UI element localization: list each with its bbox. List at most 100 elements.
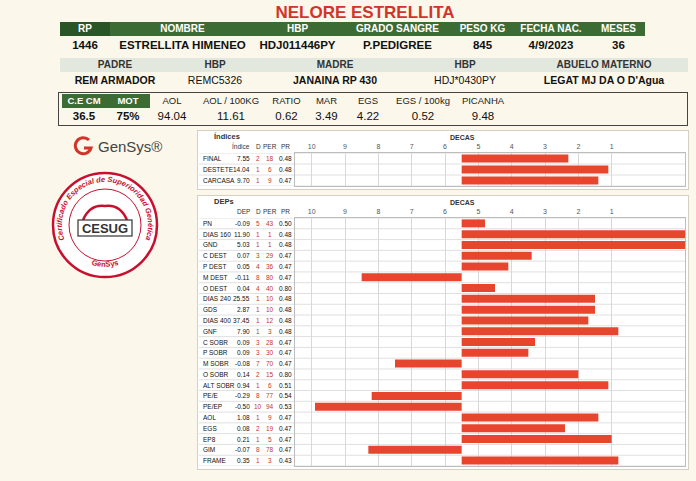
svg-text:2: 2 [256, 425, 260, 432]
svg-text:0.47: 0.47 [279, 360, 292, 367]
svg-text:-0.11: -0.11 [235, 274, 250, 281]
svg-text:37.45: 37.45 [233, 317, 250, 324]
svg-text:1: 1 [256, 241, 260, 248]
svg-text:6: 6 [268, 166, 272, 173]
svg-text:DIAS 240: DIAS 240 [203, 295, 231, 302]
svg-text:15: 15 [266, 371, 274, 378]
svg-text:0.47: 0.47 [279, 425, 292, 432]
svg-text:0.47: 0.47 [279, 414, 292, 421]
svg-text:6: 6 [443, 208, 447, 215]
svg-text:0.80: 0.80 [279, 371, 292, 378]
svg-text:2: 2 [256, 371, 260, 378]
svg-text:7.55: 7.55 [237, 155, 250, 162]
svg-text:1: 1 [256, 328, 260, 335]
svg-text:C DEST: C DEST [203, 252, 227, 259]
svg-text:PR: PR [281, 208, 290, 215]
svg-text:0.08: 0.08 [237, 425, 250, 432]
svg-text:7: 7 [256, 360, 260, 367]
svg-text:77: 77 [266, 392, 274, 399]
svg-text:0.48: 0.48 [279, 295, 292, 302]
svg-text:4: 4 [256, 285, 260, 292]
svg-text:M SOBR: M SOBR [203, 360, 229, 367]
svg-text:P SOBR: P SOBR [203, 349, 228, 356]
svg-text:1: 1 [256, 231, 260, 238]
svg-text:1: 1 [256, 166, 260, 173]
svg-text:CESUG: CESUG [82, 221, 128, 236]
svg-text:8: 8 [256, 274, 260, 281]
svg-text:28: 28 [266, 339, 274, 346]
svg-text:8: 8 [376, 208, 380, 215]
svg-text:1: 1 [256, 295, 260, 302]
svg-text:7: 7 [410, 143, 414, 150]
svg-text:3: 3 [543, 143, 547, 150]
svg-text:AOL: AOL [203, 414, 216, 421]
svg-text:3: 3 [543, 208, 547, 215]
svg-text:-0.09: -0.09 [235, 220, 250, 227]
svg-text:5: 5 [268, 436, 272, 443]
svg-text:PN: PN [203, 220, 212, 227]
svg-text:5: 5 [256, 220, 260, 227]
svg-text:C SOBR: C SOBR [203, 339, 228, 346]
svg-text:0.04: 0.04 [237, 285, 250, 292]
svg-text:0.48: 0.48 [279, 306, 292, 313]
svg-text:4: 4 [510, 143, 514, 150]
svg-text:7: 7 [410, 208, 414, 215]
svg-text:EGS: EGS [203, 425, 217, 432]
svg-text:-0.29: -0.29 [235, 392, 250, 399]
svg-text:0.35: 0.35 [237, 457, 250, 464]
svg-text:O SOBR: O SOBR [203, 371, 229, 378]
svg-text:PE/EP: PE/EP [203, 403, 222, 410]
svg-text:0.47: 0.47 [279, 339, 292, 346]
svg-text:14.04: 14.04 [233, 166, 250, 173]
svg-text:0.53: 0.53 [279, 403, 292, 410]
svg-text:P DEST: P DEST [203, 263, 226, 270]
svg-text:8: 8 [376, 143, 380, 150]
svg-text:3: 3 [256, 252, 260, 259]
svg-text:0.50: 0.50 [279, 220, 292, 227]
svg-text:0.48: 0.48 [279, 328, 292, 335]
svg-text:0.80: 0.80 [279, 285, 292, 292]
svg-text:CARCASA: CARCASA [203, 177, 235, 184]
svg-text:0.48: 0.48 [279, 166, 292, 173]
svg-text:1: 1 [256, 177, 260, 184]
svg-text:D: D [256, 208, 261, 215]
svg-text:0.47: 0.47 [279, 349, 292, 356]
svg-text:-0.50: -0.50 [235, 403, 250, 410]
svg-text:Índice: Índice [232, 142, 250, 150]
svg-text:8: 8 [256, 446, 260, 453]
svg-text:94: 94 [266, 403, 274, 410]
svg-text:1: 1 [610, 143, 614, 150]
svg-text:DIAS 160: DIAS 160 [203, 231, 231, 238]
svg-text:2.87: 2.87 [237, 306, 250, 313]
svg-text:80: 80 [266, 274, 274, 281]
svg-text:40: 40 [266, 285, 274, 292]
svg-text:10: 10 [266, 306, 274, 313]
svg-text:DEPs: DEPs [214, 197, 234, 206]
svg-text:0.47: 0.47 [279, 274, 292, 281]
svg-text:1: 1 [256, 457, 260, 464]
svg-text:0.07: 0.07 [237, 252, 250, 259]
svg-text:D: D [256, 143, 261, 150]
svg-text:6: 6 [443, 143, 447, 150]
svg-text:1: 1 [256, 317, 260, 324]
svg-text:0.43: 0.43 [279, 457, 292, 464]
svg-text:PE/E: PE/E [203, 392, 218, 399]
svg-text:0.47: 0.47 [279, 252, 292, 259]
svg-text:0.09: 0.09 [237, 339, 250, 346]
svg-text:DIAS 400: DIAS 400 [203, 317, 231, 324]
svg-text:0.21: 0.21 [237, 436, 250, 443]
svg-text:0.54: 0.54 [279, 392, 292, 399]
svg-text:0.09: 0.09 [237, 349, 250, 356]
svg-text:19: 19 [266, 425, 274, 432]
svg-text:Índices: Índices [214, 132, 240, 141]
svg-text:4: 4 [510, 208, 514, 215]
svg-text:0.48: 0.48 [279, 155, 292, 162]
svg-text:0.47: 0.47 [279, 436, 292, 443]
svg-text:30: 30 [266, 349, 274, 356]
svg-text:10: 10 [308, 143, 316, 150]
svg-text:-0.08: -0.08 [235, 360, 250, 367]
svg-text:3: 3 [268, 328, 272, 335]
svg-text:29: 29 [266, 252, 274, 259]
svg-text:1: 1 [256, 414, 260, 421]
svg-text:0.94: 0.94 [237, 382, 250, 389]
